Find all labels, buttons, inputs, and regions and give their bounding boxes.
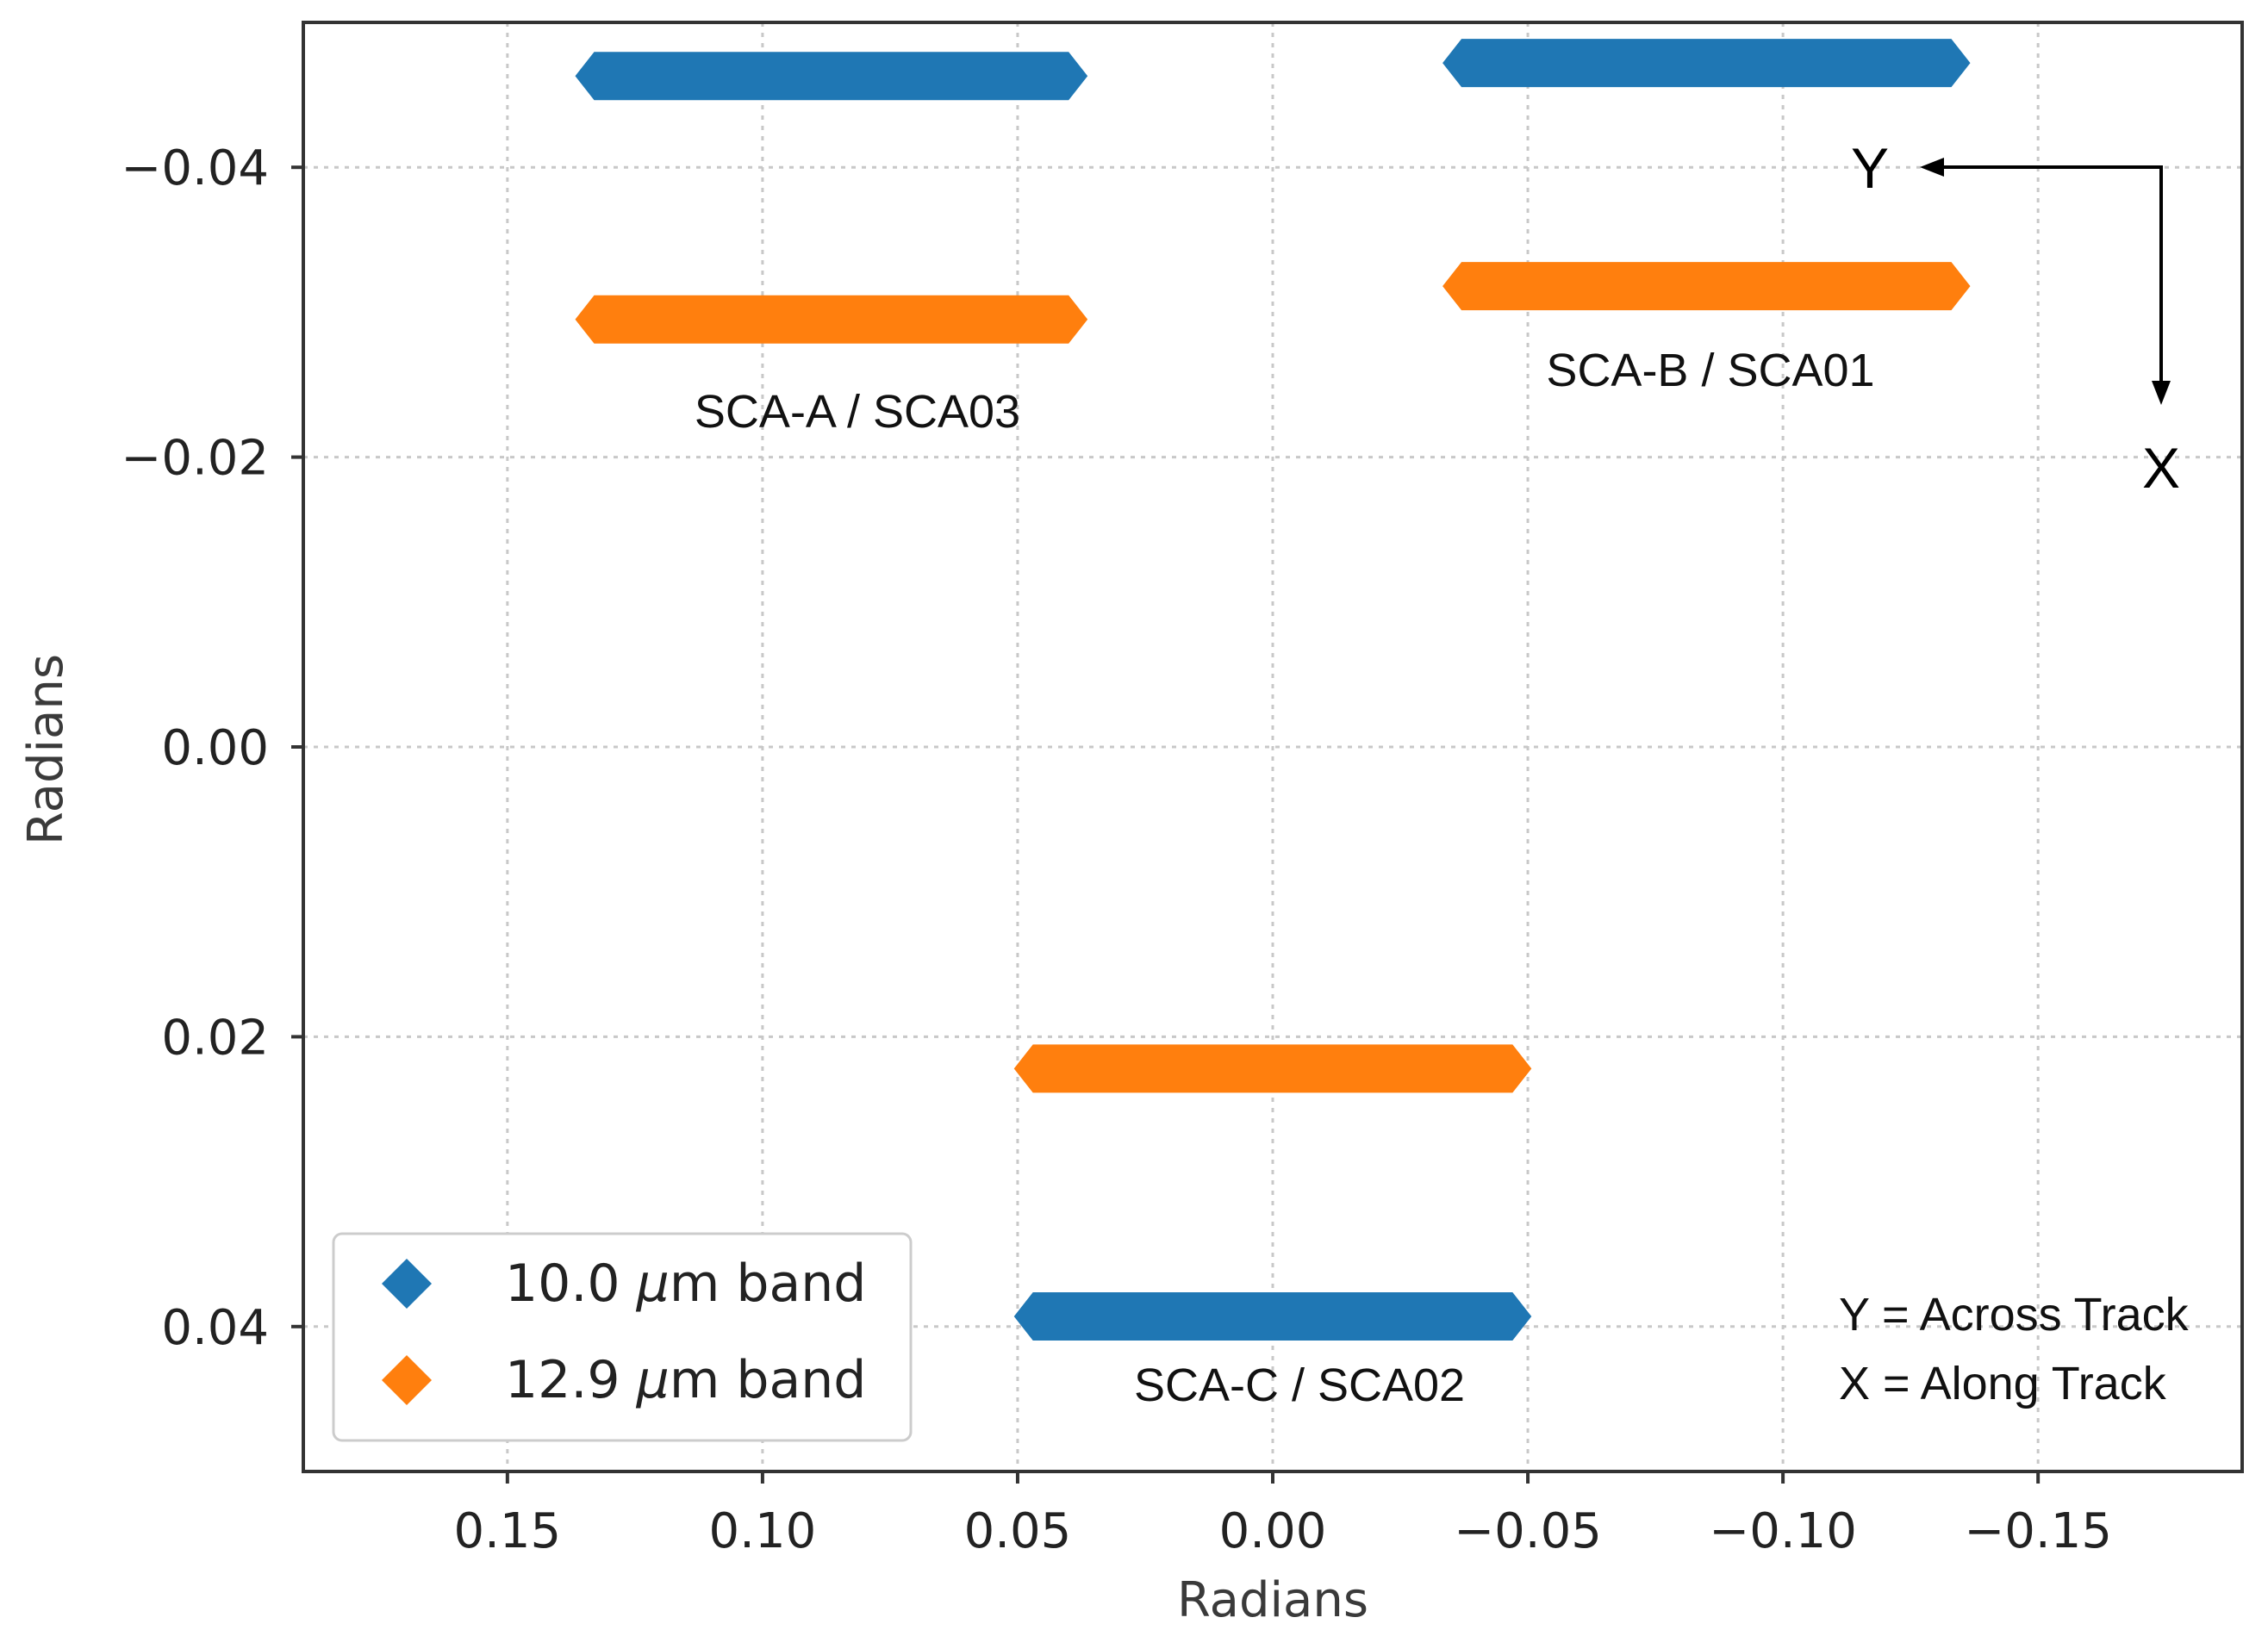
- orientation-arrow-lines: [1930, 165, 2163, 393]
- x-definition-text: X = Along Track: [1839, 1358, 2167, 1409]
- y-tick-label: 0.00: [161, 720, 269, 776]
- x-tick-label: −0.05: [1454, 1503, 1602, 1559]
- orientation-y-letter: Y: [1851, 136, 1889, 200]
- legend-label-12um: 12.9 µm band: [505, 1350, 866, 1410]
- y-arrowhead-icon: [1920, 158, 1944, 177]
- y-axis-title: Radians: [18, 654, 74, 845]
- x-tick-label: 0.10: [709, 1503, 817, 1559]
- y-tick-label: −0.04: [121, 140, 269, 196]
- legend-label-10um: 10.0 µm band: [505, 1254, 866, 1314]
- orientation-indicator: Y X: [1851, 136, 2180, 500]
- y-tick-label: −0.02: [121, 431, 269, 487]
- x-tick-label: 0.05: [964, 1503, 1072, 1559]
- band-markers: [575, 39, 1971, 1341]
- sca-b-label: SCA-B / SCA01: [1546, 345, 1874, 396]
- legend-box: [332, 1232, 913, 1442]
- x-axis-title: Radians: [1177, 1572, 1368, 1628]
- legend: 10.0 µm band 12.9 µm band: [332, 1232, 913, 1442]
- legend-swatch-10um: [382, 1259, 432, 1309]
- x-tick-label: −0.10: [1709, 1503, 1857, 1559]
- legend-swatch-12um: [382, 1355, 432, 1405]
- grid-lines: [303, 22, 2242, 1471]
- x-arrowhead-icon: [2152, 381, 2171, 405]
- x-tick-label: 0.15: [453, 1503, 561, 1559]
- y-axis-ticks: −0.04 −0.02 0.00 0.02 0.04: [121, 140, 303, 1356]
- x-tick-label: 0.00: [1219, 1503, 1327, 1559]
- y-tick-label: 0.04: [161, 1300, 269, 1356]
- x-tick-label: −0.15: [1964, 1503, 2112, 1559]
- x-axis-ticks: 0.15 0.10 0.05 0.00 −0.05 −0.10 −0.15: [453, 1471, 2112, 1559]
- band-segment-series-1: [1442, 262, 1971, 311]
- band-segment-series-0: [1013, 1292, 1532, 1341]
- y-tick-label: 0.02: [161, 1010, 269, 1066]
- y-definition-text: Y = Across Track: [1839, 1289, 2190, 1341]
- band-segment-series-1: [575, 295, 1088, 344]
- orientation-x-letter: X: [2142, 436, 2180, 500]
- band-segment-series-1: [1013, 1044, 1532, 1093]
- sca-c-label: SCA-C / SCA02: [1134, 1359, 1465, 1411]
- band-segment-series-0: [1442, 39, 1971, 88]
- sca-a-label: SCA-A / SCA03: [695, 386, 1020, 438]
- band-segment-series-0: [575, 52, 1088, 101]
